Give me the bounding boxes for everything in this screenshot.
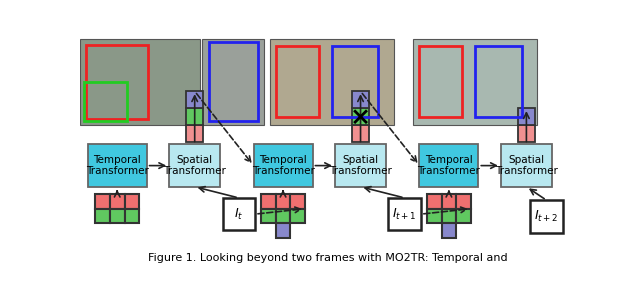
Bar	[427, 209, 442, 223]
Bar	[186, 91, 204, 108]
Text: Temporal
Transformer: Temporal Transformer	[417, 155, 481, 176]
Text: Spatial
Transformer: Spatial Transformer	[163, 155, 226, 176]
Bar	[261, 194, 276, 209]
Text: Spatial
Transformer: Spatial Transformer	[329, 155, 392, 176]
Bar	[388, 198, 421, 230]
Bar	[476, 46, 522, 117]
Bar	[352, 125, 369, 142]
Bar	[186, 108, 204, 125]
Bar	[332, 46, 378, 117]
Text: $I_t$: $I_t$	[234, 207, 244, 222]
Bar	[335, 144, 386, 187]
Bar	[276, 223, 291, 238]
Text: Figure 1. Looking beyond two frames with MO2TR: Temporal and: Figure 1. Looking beyond two frames with…	[148, 253, 508, 263]
Text: Temporal
Transformer: Temporal Transformer	[252, 155, 314, 176]
Bar	[518, 108, 535, 125]
Bar	[88, 144, 147, 187]
Bar	[442, 223, 456, 238]
Bar	[518, 125, 535, 142]
Bar	[186, 125, 204, 142]
Bar	[223, 198, 255, 230]
Bar	[95, 194, 110, 209]
Bar	[84, 82, 127, 121]
Bar	[86, 45, 148, 119]
Text: $I_{t+2}$: $I_{t+2}$	[534, 209, 559, 224]
Bar	[202, 39, 264, 125]
Bar	[110, 194, 125, 209]
Text: $I_{t+1}$: $I_{t+1}$	[392, 207, 417, 222]
Bar	[413, 39, 537, 125]
Bar	[291, 194, 305, 209]
Bar	[95, 209, 110, 223]
Bar	[419, 46, 462, 117]
Bar	[291, 209, 305, 223]
Bar	[276, 209, 291, 223]
Bar	[276, 46, 319, 117]
Text: Temporal
Transformer: Temporal Transformer	[86, 155, 148, 176]
Bar	[419, 144, 478, 187]
Bar	[261, 209, 276, 223]
Bar	[125, 194, 140, 209]
Bar	[110, 209, 125, 223]
Bar	[209, 42, 259, 121]
Bar	[352, 108, 369, 125]
Bar	[531, 200, 563, 233]
Bar	[456, 209, 471, 223]
Bar	[80, 39, 200, 125]
Bar	[456, 194, 471, 209]
Bar	[442, 194, 456, 209]
Bar	[169, 144, 220, 187]
Bar	[276, 194, 291, 209]
Bar	[501, 144, 552, 187]
Bar	[253, 144, 312, 187]
Bar	[352, 91, 369, 108]
Bar	[427, 194, 442, 209]
Bar	[270, 39, 394, 125]
Bar	[125, 209, 140, 223]
Bar	[442, 209, 456, 223]
Text: Spatial
Transformer: Spatial Transformer	[495, 155, 558, 176]
